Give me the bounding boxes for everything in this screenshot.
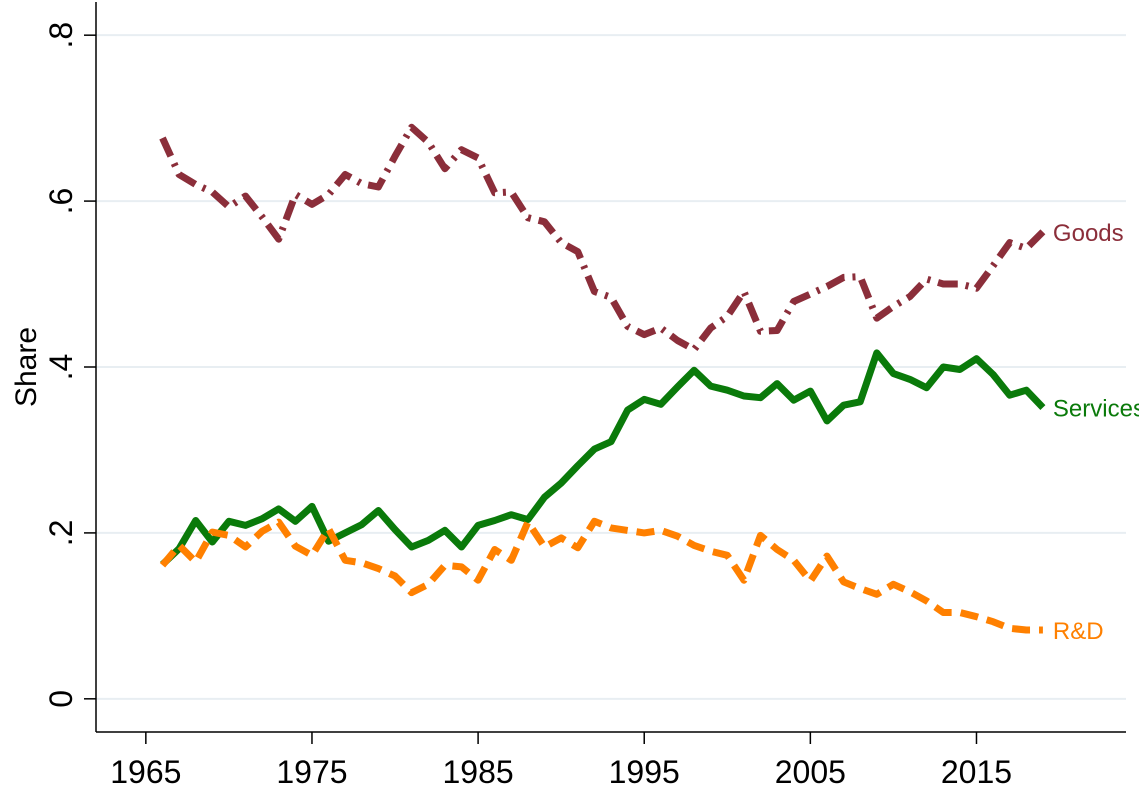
labels-layer: Goods Services R&D (1053, 220, 1139, 645)
y-tick-label: .8 (43, 22, 79, 49)
y-tick-label: .2 (43, 520, 79, 547)
y-tick-label: 0 (43, 690, 79, 708)
series-label-r-d: R&D (1053, 618, 1104, 645)
x-tick-label: 1965 (110, 754, 181, 790)
y-tick-label: .4 (43, 354, 79, 381)
axes-layer: 0 .2 .4 .6 .8 1965 1975 1985 1995 2005 2015 Share (10, 2, 1126, 790)
x-tick-label: 1985 (443, 754, 514, 790)
series-line-r-d (159, 517, 1043, 634)
y-tick-label: .6 (43, 188, 79, 215)
series-line-goods (159, 123, 1046, 354)
x-tick-label: 1995 (609, 754, 680, 790)
y-axis-title: Share (10, 327, 43, 407)
series-layer (159, 123, 1046, 634)
series-line-services (160, 349, 1046, 567)
x-tick-label: 2015 (941, 754, 1012, 790)
series-label-services: Services (1053, 396, 1139, 423)
x-tick-label: 2005 (775, 754, 846, 790)
x-tick-label: 1975 (276, 754, 347, 790)
grid-layer (96, 34, 1126, 700)
series-label-goods: Goods (1053, 220, 1124, 247)
